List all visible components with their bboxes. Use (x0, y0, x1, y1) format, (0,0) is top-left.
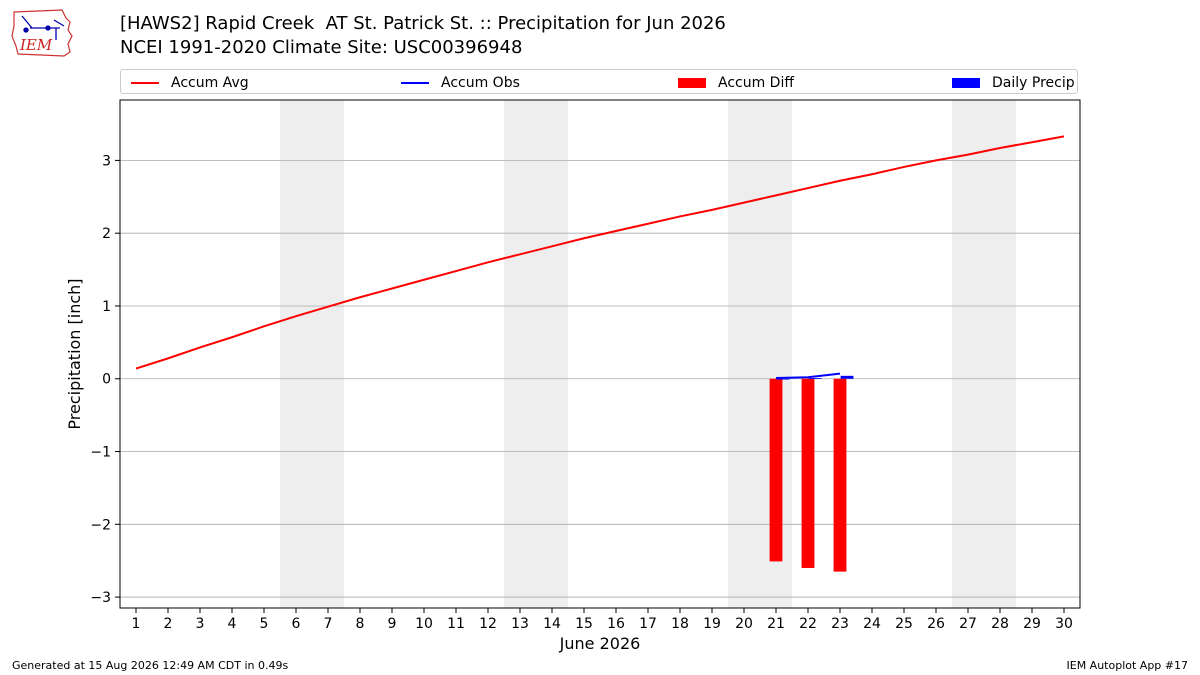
y-tick-label: 3 (102, 153, 111, 169)
x-tick-label: 9 (388, 616, 397, 632)
x-tick-label: 18 (671, 616, 689, 632)
weekend-shading (280, 100, 1016, 608)
bars (769, 375, 854, 572)
weekend-span-2 (728, 100, 792, 608)
daily-precip-bar (808, 378, 822, 379)
daily-precip-bar (840, 375, 854, 379)
weekend-span-1 (504, 100, 568, 608)
x-tick-label: 21 (767, 616, 785, 632)
x-tick-label: 23 (831, 616, 849, 632)
x-tick-label: 28 (991, 616, 1009, 632)
x-tick-label: 11 (447, 616, 465, 632)
y-tick-label: 1 (102, 299, 111, 315)
lines (135, 135, 1065, 380)
generated-timestamp: Generated at 15 Aug 2026 12:49 AM CDT in… (12, 659, 289, 672)
x-tick-label: 3 (196, 616, 205, 632)
x-tick-label: 10 (415, 616, 433, 632)
chart-title: [HAWS2] Rapid Creek AT St. Patrick St. :… (120, 13, 726, 34)
accum-diff-bar (833, 378, 847, 572)
x-tick-label: 20 (735, 616, 753, 632)
legend-item-accum-obs: Accum Obs (401, 70, 520, 95)
x-tick-label: 26 (927, 616, 945, 632)
app-id: IEM Autoplot App #17 (1066, 659, 1189, 672)
x-tick-label: 29 (1023, 616, 1041, 632)
legend-swatch-daily-precip (952, 77, 980, 88)
x-tick-label: 2 (164, 616, 173, 632)
legend-label-accum-diff: Accum Diff (718, 74, 795, 91)
legend-swatch-accum-diff (678, 77, 706, 88)
y-tick-label: −3 (90, 590, 111, 606)
x-tick-label: 16 (607, 616, 625, 632)
legend: Accum Avg Accum Obs Accum Diff Daily Pre… (120, 69, 1078, 94)
x-tick-label: 4 (228, 616, 237, 632)
x-tick-label: 8 (356, 616, 365, 632)
x-tick-label: 25 (895, 616, 913, 632)
x-tick-label: 24 (863, 616, 881, 632)
x-tick-label: 6 (292, 616, 301, 632)
legend-item-accum-diff: Accum Diff (678, 70, 794, 95)
weekend-span-3 (952, 100, 1016, 608)
y-axis: 3 2 1 0 −1 −2 −3 (90, 153, 120, 606)
daily-precip-bar (776, 378, 790, 380)
chart-subtitle: NCEI 1991-2020 Climate Site: USC00396948 (120, 37, 523, 58)
accum-obs-line (775, 372, 841, 380)
legend-swatch-accum-obs (401, 81, 429, 84)
y-tick-label: −1 (90, 445, 111, 461)
y-tick-label: −2 (90, 517, 111, 533)
accum-avg-line (135, 135, 1065, 370)
y-tick-label: 0 (102, 372, 111, 388)
plot-frame (119, 99, 1081, 609)
x-tick-label: 19 (703, 616, 721, 632)
x-tick-label: 14 (543, 616, 561, 632)
gridlines (120, 160, 1080, 598)
x-tick-label: 30 (1055, 616, 1073, 632)
legend-swatch-accum-avg (131, 81, 159, 84)
y-axis-label: Precipitation [inch] (65, 278, 84, 429)
iem-logo: IEM (11, 9, 73, 57)
accum-diff-bar (801, 378, 815, 568)
x-tick-label: 12 (479, 616, 497, 632)
x-axis: 1 2 3 4 5 6 7 8 9 10 11 12 13 14 15 16 17 18 19 20 21 22 23 24 2… (132, 608, 1073, 632)
legend-item-accum-avg: Accum Avg (131, 70, 249, 95)
legend-item-daily-precip: Daily Precip (952, 70, 1075, 95)
legend-label-accum-avg: Accum Avg (171, 74, 249, 91)
x-tick-label: 17 (639, 616, 657, 632)
x-tick-label: 27 (959, 616, 977, 632)
legend-label-daily-precip: Daily Precip (992, 74, 1075, 91)
x-tick-label: 22 (799, 616, 817, 632)
x-tick-label: 15 (575, 616, 593, 632)
weather-instruments-icon (21, 15, 65, 40)
x-tick-label: 13 (511, 616, 529, 632)
x-tick-label: 7 (324, 616, 333, 632)
y-tick-label: 2 (102, 226, 111, 242)
x-tick-label: 1 (132, 616, 141, 632)
weekend-span-0 (280, 100, 344, 608)
x-axis-label: June 2026 (559, 634, 641, 653)
legend-label-accum-obs: Accum Obs (441, 74, 520, 91)
x-tick-label: 5 (260, 616, 269, 632)
logo-text: IEM (19, 36, 53, 54)
accum-diff-bar (769, 378, 783, 562)
